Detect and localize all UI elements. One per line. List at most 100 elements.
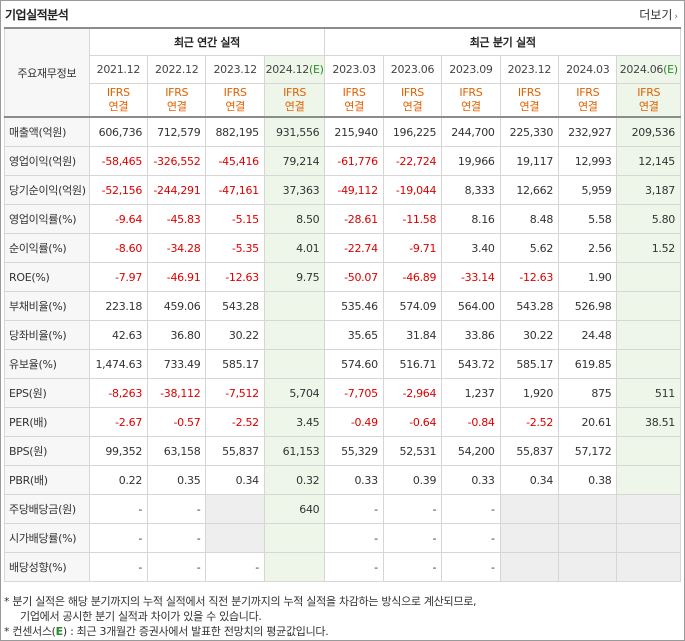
table-cell: -7,512 (205, 378, 265, 408)
table-cell: -49,112 (324, 175, 384, 205)
table-cell: 5.58 (558, 204, 618, 234)
table-cell (263, 291, 326, 321)
table-cell (499, 552, 560, 582)
table-cell: -8.60 (88, 233, 149, 263)
table-cell: 57,172 (558, 436, 618, 466)
table-cell (616, 494, 681, 524)
table-cell: -2.52 (499, 407, 560, 437)
table-cell: 61,153 (263, 436, 326, 466)
table-cell: - (147, 552, 207, 582)
basis-consolidated: 연결 (519, 100, 540, 113)
table-cell: 1.52 (616, 233, 681, 263)
footnotes: * 분기 실적은 해당 분기까지의 누적 실적에서 직전 분기까지의 누적 실적… (4, 594, 477, 639)
table-cell: -28.61 (324, 204, 384, 234)
row-label: BPS(원) (4, 436, 90, 466)
table-cell: -11.58 (382, 204, 443, 234)
basis-header: IFRS 연결 (147, 83, 207, 118)
basis-consolidated: 연결 (284, 100, 305, 113)
table-cell: 31.84 (382, 320, 443, 350)
table-cell (499, 494, 560, 524)
table-cell: 3.40 (441, 233, 501, 263)
table-row: ROE(%) -7.97 -46.91 -12.63 9.75 -50.07 -46.89-… (4, 262, 681, 292)
table-cell: 459.06 (147, 291, 207, 321)
table-cell: -50.07 (324, 262, 384, 292)
row-label: PBR(배) (4, 465, 90, 495)
table-cell: 30.22 (499, 320, 560, 350)
table-cell: 8.50 (263, 204, 326, 234)
period-header: 2023.06 (382, 55, 443, 84)
table-cell: -45.83 (147, 204, 207, 234)
basis-ifrs: IFRS (400, 86, 424, 99)
table-cell: -5.35 (205, 233, 265, 263)
basis-consolidated: 연결 (344, 100, 364, 113)
table-cell: 54,200 (441, 436, 501, 466)
financial-table: 주요재무정보 최근 연간 실적 최근 분기 실적 2021.12 2022.12 2… (4, 27, 681, 582)
table-cell (263, 552, 326, 582)
footnote-1: * 분기 실적은 해당 분기까지의 누적 실적에서 직전 분기까지의 누적 실적… (4, 595, 477, 608)
table-cell: 63,158 (147, 436, 207, 466)
table-cell: 1,474.63 (88, 349, 149, 379)
table-cell: - (147, 523, 207, 553)
row-label: 당기순이익(억원) (4, 175, 90, 205)
footnote-2-post: ) : 최근 3개월간 증권사에서 발표한 전망치의 평균값입니다. (62, 625, 329, 638)
basis-ifrs: IFRS (165, 86, 189, 99)
table-cell (616, 552, 681, 582)
period-header: 2021.12 (88, 55, 149, 84)
estimate-mark: E (55, 625, 64, 638)
table-cell: -45,416 (205, 146, 265, 176)
row-label: EPS(원) (4, 378, 90, 408)
table-cell: -61,776 (324, 146, 384, 176)
table-cell: -12.63 (205, 262, 265, 292)
row-label: 배당성향(%) (4, 552, 90, 582)
table-cell: -47,161 (205, 175, 265, 205)
period-label: 2023.09 (449, 63, 493, 76)
table-cell: 12,662 (499, 175, 560, 205)
table-cell: -244,291 (147, 175, 207, 205)
table-cell: 0.33 (441, 465, 501, 495)
table-cell (616, 262, 681, 292)
table-cell: 33.86 (441, 320, 501, 350)
panel-title: 기업실적분석 (5, 8, 69, 22)
period-label: 2023.12 (507, 63, 552, 76)
table-cell: - (324, 523, 384, 553)
table-cell: 543.72 (441, 349, 501, 379)
table-cell: 196,225 (382, 116, 443, 147)
row-label: 당좌비율(%) (4, 320, 90, 350)
table-cell: 585.17 (205, 349, 265, 379)
table-cell: 875 (558, 378, 618, 408)
table-cell (558, 523, 618, 553)
table-cell: 0.22 (88, 465, 149, 495)
table-cell: - (324, 552, 384, 582)
table-cell: 8.48 (499, 204, 560, 234)
table-cell: 12,993 (558, 146, 618, 176)
table-cell: -0.84 (441, 407, 501, 437)
period-label: 2023.12 (213, 63, 257, 76)
table-cell: 543.28 (205, 291, 265, 321)
footnote-2: * 컨센서스(E) : 최근 3개월간 증권사에서 발표한 전망치의 평균값입니… (4, 624, 476, 639)
table-cell: 8.16 (441, 204, 501, 234)
table-cell (205, 494, 265, 524)
table-cell: 543.28 (499, 291, 560, 321)
basis-ifrs: IFRS (342, 86, 366, 99)
table-cell: 37,363 (263, 175, 326, 205)
table-cell: -34.28 (147, 233, 207, 263)
period-label: 2023.06 (390, 63, 435, 76)
row-label: PER(배) (4, 407, 90, 437)
table-cell: 209,536 (616, 116, 681, 147)
basis-consolidated: 연결 (402, 100, 423, 113)
basis-ifrs: IFRS (637, 86, 661, 99)
table-cell: 8,333 (441, 175, 501, 205)
period-header: 2023.12 (205, 55, 265, 84)
table-cell: 223.18 (88, 291, 149, 321)
table-cell: -22.74 (324, 233, 384, 263)
more-link[interactable]: 더보기 › (639, 6, 678, 23)
table-row: 영업이익률(%) -9.64 -45.83 -5.15 8.50 -28.61 -11.58… (4, 204, 681, 234)
basis-ifrs: IFRS (517, 86, 541, 99)
table-cell: -38,112 (147, 378, 207, 408)
table-cell: 733.49 (147, 349, 207, 379)
table-cell: -0.57 (147, 407, 207, 437)
table-cell: 0.39 (382, 465, 443, 495)
period-header: 2024.06(E) (616, 55, 681, 84)
table-cell: 712,579 (147, 116, 207, 147)
table-cell: 5.62 (499, 233, 560, 263)
